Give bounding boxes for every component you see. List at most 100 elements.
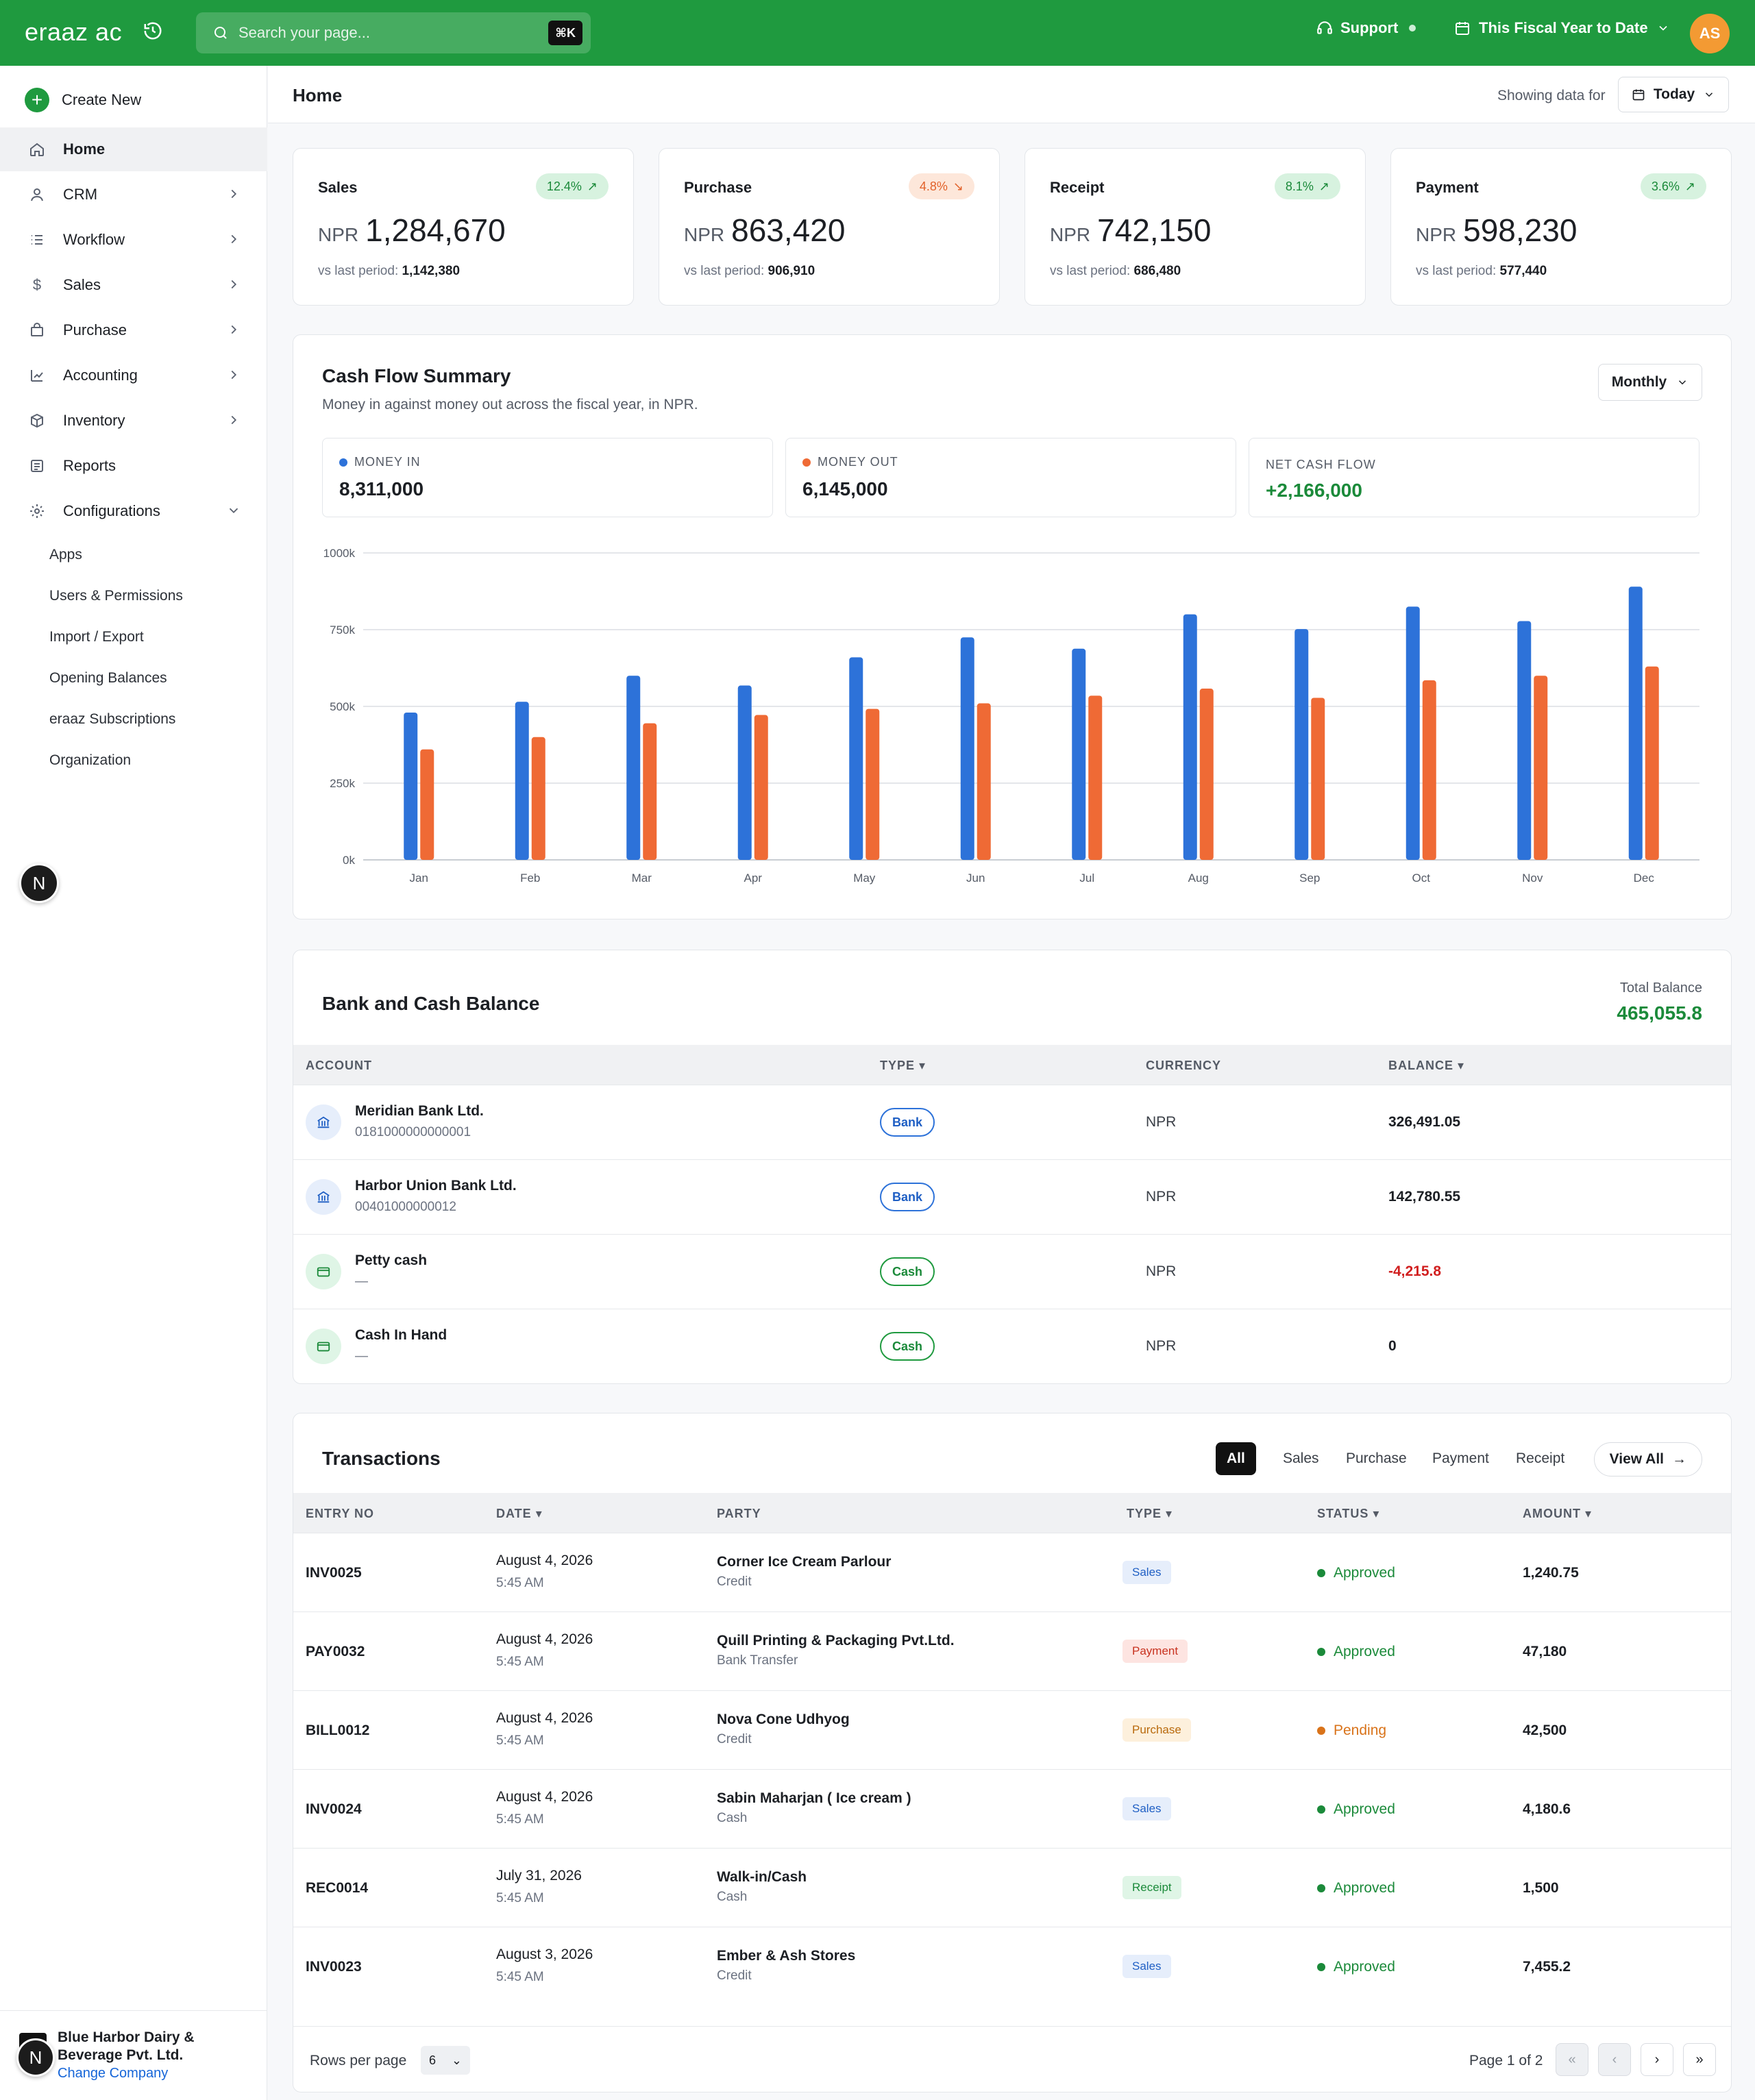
brand-logo[interactable]: eraaz ac [25, 18, 123, 46]
sidebar-subitem-organization[interactable]: Organization [49, 752, 132, 768]
change-company-link[interactable]: Change Company [58, 2066, 169, 2081]
cash-flow-subtitle: Money in against money out across the fi… [322, 397, 698, 412]
first-page-button[interactable]: « [1556, 2043, 1588, 2076]
sidebar-item-label: CRM [63, 186, 98, 203]
period-select[interactable]: Today [1618, 77, 1729, 112]
dev-badge-bottom[interactable]: N [16, 2038, 55, 2077]
status: Approved [1317, 1880, 1395, 1897]
transaction-row[interactable]: BILL0012 August 4, 2026 5:45 AM Nova Cone U… [293, 1690, 1731, 1769]
avatar[interactable]: AS [1690, 14, 1730, 53]
transaction-row[interactable]: INV0025 August 4, 2026 5:45 AM Corner Ice C… [293, 1533, 1731, 1611]
tx-time: 5:45 AM [496, 1655, 544, 1669]
kpi-card-payment[interactable]: Payment 3.6% ↗ NPR 598,230 vs last period:… [1390, 148, 1732, 306]
bank-row[interactable]: Petty cash — Cash NPR -4,215.8 [293, 1234, 1731, 1309]
status: Approved [1317, 1959, 1395, 1975]
amount: 42,500 [1523, 1722, 1567, 1738]
search-input[interactable]: Search your page... ⌘K [196, 12, 591, 53]
kpi-previous: vs last period: 686,480 [1050, 264, 1181, 279]
prev-page-button[interactable]: ‹ [1598, 2043, 1631, 2076]
list-icon [27, 230, 47, 249]
kpi-card-purchase[interactable]: Purchase 4.8% ↘ NPR 863,420 vs last period… [659, 148, 1000, 306]
bank-row[interactable]: Harbor Union Bank Ltd. 00401000000012 Bank… [293, 1159, 1731, 1234]
x-tick-label: May [853, 872, 876, 885]
x-tick-label: Dec [1634, 872, 1655, 885]
currency: NPR [1146, 1114, 1177, 1130]
col-balance[interactable]: BALANCE ▾ [1388, 1059, 1464, 1073]
sidebar-subitem-apps[interactable]: Apps [49, 547, 82, 563]
rows-per-page-select[interactable]: 6 ⌄ [421, 2046, 470, 2075]
sidebar-item-reports[interactable]: Reports [0, 444, 267, 488]
fiscal-period-selector[interactable]: This Fiscal Year to Date [1454, 19, 1670, 37]
col-amount-label: AMOUNT [1523, 1507, 1581, 1520]
support-button[interactable]: Support [1316, 19, 1416, 37]
col-account: ACCOUNT [306, 1059, 372, 1072]
sidebar-subitem-subscriptions[interactable]: eraaz Subscriptions [49, 711, 176, 727]
col-amount[interactable]: AMOUNT ▾ [1523, 1507, 1592, 1521]
kpi-value: NPR 742,150 [1050, 212, 1211, 249]
bar-money-in [626, 676, 641, 860]
trend-value: 8.1% [1285, 179, 1314, 193]
col-type[interactable]: TYPE ▾ [880, 1059, 926, 1073]
sidebar-item-configurations[interactable]: Configurations [0, 489, 267, 533]
x-tick-label: Oct [1412, 872, 1431, 885]
sidebar-item-purchase[interactable]: Purchase [0, 308, 267, 352]
kpi-card-sales[interactable]: Sales 12.4% ↗ NPR 1,284,670 vs last period… [293, 148, 634, 306]
bar-money-out [1311, 697, 1325, 860]
type-tag: Sales [1122, 1955, 1171, 1978]
filter-purchase[interactable]: Purchase [1346, 1450, 1407, 1466]
amount: 598,230 [1463, 212, 1578, 248]
sidebar-item-home[interactable]: Home [0, 127, 267, 171]
entry-no: PAY0032 [306, 1644, 365, 1659]
sidebar-subitem-users-permissions[interactable]: Users & Permissions [49, 588, 183, 604]
x-tick-label: Aug [1188, 872, 1209, 885]
gear-icon [27, 502, 47, 521]
status-dot [1317, 1569, 1325, 1577]
transaction-row[interactable]: REC0014 July 31, 2026 5:45 AM Walk-in/Cash C… [293, 1848, 1731, 1927]
sidebar-item-inventory[interactable]: Inventory [0, 399, 267, 443]
create-new-button[interactable]: + Create New [25, 88, 141, 112]
next-page-button[interactable]: › [1641, 2043, 1673, 2076]
sidebar-item-label: Sales [63, 276, 101, 293]
last-page-button[interactable]: » [1683, 2043, 1716, 2076]
sidebar-item-workflow[interactable]: Workflow [0, 218, 267, 262]
kpi-card-receipt[interactable]: Receipt 8.1% ↗ NPR 742,150 vs last period:… [1024, 148, 1366, 306]
total-balance-label: Total Balance [1619, 980, 1702, 996]
trend-value: 4.8% [919, 179, 948, 193]
filter-sales[interactable]: Sales [1283, 1450, 1319, 1466]
kpi-value: NPR 863,420 [684, 212, 845, 249]
sidebar-item-sales[interactable]: $ Sales [0, 263, 267, 307]
transaction-row[interactable]: PAY0032 August 4, 2026 5:45 AM Quill Printi… [293, 1611, 1731, 1690]
col-status[interactable]: STATUS ▾ [1317, 1507, 1379, 1521]
transactions-title: Transactions [322, 1448, 441, 1469]
bank-cash-card: Bank and Cash Balance Total Balance 465,… [293, 950, 1732, 1384]
money-in-stat: MONEY IN 8,311,000 [322, 438, 773, 517]
transaction-row[interactable]: INV0024 August 4, 2026 5:45 AM Sabin Maharj… [293, 1769, 1731, 1848]
sidebar-item-accounting[interactable]: Accounting [0, 354, 267, 397]
col-type[interactable]: TYPE ▾ [1127, 1507, 1173, 1521]
tx-date: August 4, 2026 [496, 1789, 593, 1805]
chevron-down-icon [1676, 376, 1689, 388]
sidebar-subitem-import-export[interactable]: Import / Export [49, 629, 144, 645]
history-icon[interactable] [143, 21, 167, 45]
sidebar-item-label: Reports [63, 457, 116, 474]
col-date[interactable]: DATE ▾ [496, 1507, 543, 1521]
bank-row[interactable]: Cash In Hand — Cash NPR 0 [293, 1309, 1731, 1383]
bank-table-header: ACCOUNT TYPE ▾ CURRENCY BALANCE ▾ [293, 1045, 1731, 1085]
entry-no: INV0023 [306, 1959, 362, 1975]
currency: NPR [1050, 224, 1091, 245]
sidebar-item-label: Workflow [63, 231, 125, 248]
filter-payment[interactable]: Payment [1432, 1450, 1489, 1466]
tx-date: July 31, 2026 [496, 1868, 582, 1883]
kpi-title: Payment [1416, 179, 1479, 196]
sidebar-item-crm[interactable]: CRM [0, 173, 267, 217]
filter-all[interactable]: All [1216, 1442, 1256, 1475]
sidebar-subitem-opening-balances[interactable]: Opening Balances [49, 670, 167, 686]
granularity-select[interactable]: Monthly [1598, 364, 1702, 401]
bank-row[interactable]: Meridian Bank Ltd. 0181000000000001 Bank NP… [293, 1085, 1731, 1159]
filter-receipt[interactable]: Receipt [1516, 1450, 1565, 1466]
x-tick-label: Feb [520, 872, 540, 885]
dev-badge[interactable]: N [19, 863, 59, 903]
view-all-button[interactable]: View All → [1593, 1442, 1702, 1477]
kpi-previous: vs last period: 577,440 [1416, 264, 1547, 279]
transaction-row[interactable]: INV0023 August 3, 2026 5:45 AM Ember & Ash … [293, 1927, 1731, 2005]
